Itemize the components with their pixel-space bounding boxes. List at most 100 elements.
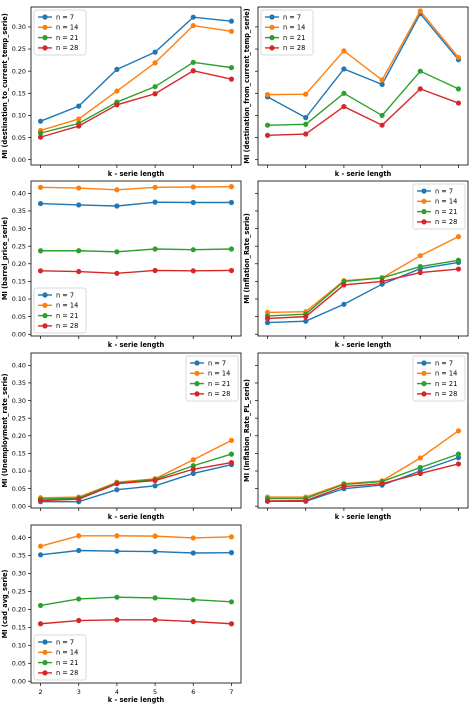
legend-label: n = 21: [208, 380, 230, 388]
y-tick-label: 0.10: [12, 641, 26, 649]
x-tick-label: 7: [229, 688, 233, 696]
series-line: [40, 24, 232, 132]
x-tick-label: 3: [77, 688, 81, 696]
data-point: [264, 132, 271, 138]
data-point: [76, 617, 82, 624]
data-point: [37, 552, 44, 558]
y-tick-label: 0.30: [12, 397, 26, 405]
legend-label: n = 21: [283, 34, 305, 42]
data-point: [37, 184, 44, 190]
data-point: [455, 428, 462, 434]
legend: n = 7 n = 14 n = 21 n = 28: [185, 355, 239, 402]
data-point: [264, 498, 271, 504]
data-point: [303, 115, 309, 121]
y-tick-label: 0.00: [12, 330, 26, 338]
data-point: [190, 59, 196, 65]
legend-marker: [42, 670, 48, 676]
data-point: [417, 264, 423, 270]
legend-box: [412, 183, 466, 230]
data-point: [152, 483, 158, 489]
y-tick-label: 0.00: [12, 502, 26, 510]
data-point: [37, 498, 44, 504]
series-line: [267, 268, 459, 320]
plot-frame: [257, 180, 469, 337]
legend-marker: [269, 35, 275, 41]
data-point: [341, 48, 347, 54]
series-line: [267, 70, 459, 126]
data-point: [417, 464, 423, 471]
legend-marker: [421, 370, 427, 376]
y-tick-label: 0.25: [12, 45, 26, 53]
x-tick-label: 6: [191, 688, 195, 696]
y-tick-label: 0.25: [12, 242, 26, 250]
data-point: [114, 88, 120, 94]
data-point: [228, 621, 235, 627]
data-point: [417, 86, 423, 92]
data-point: [379, 122, 385, 128]
data-point: [114, 594, 120, 600]
legend-marker: [194, 381, 200, 387]
data-point: [190, 247, 196, 253]
chart-panel-3: 0.00 0.05 0.10 0.15 0.20 0.25 0.30 0.35 0.40 k - …: [1, 180, 242, 349]
plot-frame: [30, 524, 242, 684]
legend-label: n = 21: [435, 208, 457, 216]
data-point: [455, 266, 462, 272]
data-point: [228, 267, 235, 274]
x-axis-label: k - serie length: [108, 341, 165, 349]
series-line: [267, 88, 459, 137]
plot-frame: [30, 180, 242, 337]
legend-marker: [269, 24, 275, 30]
data-point: [152, 49, 158, 55]
data-point: [37, 130, 44, 136]
legend-label: n = 14: [56, 649, 78, 657]
y-tick-label: 0.20: [12, 260, 26, 268]
data-point: [379, 77, 385, 83]
x-axis-label: k - serie length: [335, 513, 392, 521]
data-point: [76, 547, 82, 554]
x-tick-label: 4: [115, 688, 119, 696]
data-point: [264, 92, 271, 98]
y-axis-label: MI (Inflation_Rate_serie): [243, 213, 251, 304]
legend-box: [33, 9, 87, 56]
data-point: [190, 466, 196, 472]
legend-box: [33, 634, 87, 681]
y-axis-label: MI (destination_from_current_temp_serie): [243, 8, 251, 163]
data-point: [190, 597, 196, 603]
legend-label: n = 7: [283, 13, 301, 21]
data-point: [303, 91, 309, 97]
legend-marker: [194, 360, 200, 366]
legend-label: n = 21: [435, 380, 457, 388]
y-tick-label: 0.15: [12, 278, 26, 286]
data-point: [152, 184, 158, 190]
data-point: [152, 84, 158, 90]
y-axis-label: MI (Unemployment_rate_serie): [1, 373, 9, 487]
legend-label: n = 7: [435, 359, 453, 367]
data-point: [152, 617, 158, 623]
data-point: [341, 103, 347, 110]
data-point: [152, 533, 158, 539]
data-point: [76, 103, 82, 109]
data-point: [228, 65, 235, 71]
y-tick-label: 0.10: [12, 295, 26, 303]
data-point: [114, 66, 120, 73]
series-line: [40, 185, 232, 191]
y-axis-label: MI (cad_avg_serie): [1, 570, 9, 639]
data-point: [152, 246, 158, 252]
y-tick-label: 0.10: [12, 112, 26, 120]
data-point: [114, 548, 120, 554]
series-line: [40, 61, 232, 134]
data-point: [228, 459, 235, 466]
chart-panel-7: 0.00 0.05 0.10 0.15 0.20 0.25 0.30 0.35 0.40 2 3 4 5…: [1, 524, 242, 704]
data-point: [76, 268, 82, 275]
data-point: [341, 483, 347, 490]
legend-marker: [42, 45, 48, 51]
data-point: [37, 621, 44, 627]
legend-label: n = 28: [283, 44, 305, 52]
y-tick-label: 0.30: [12, 570, 26, 578]
data-point: [37, 543, 44, 549]
legend-box: [185, 355, 239, 402]
data-point: [76, 533, 82, 539]
legend-label: n = 21: [56, 659, 78, 667]
x-axis-label: k - serie length: [335, 341, 392, 349]
